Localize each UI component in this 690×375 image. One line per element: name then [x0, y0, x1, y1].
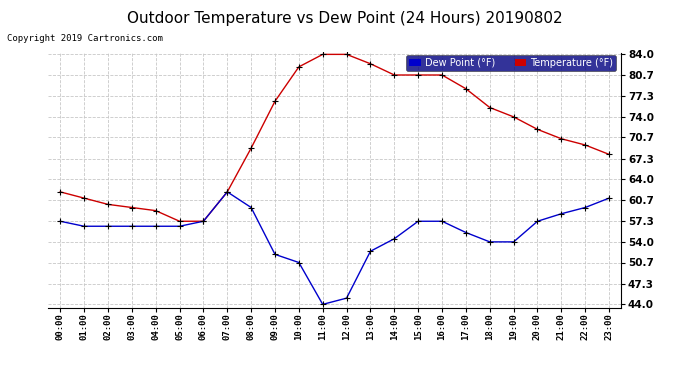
Text: Outdoor Temperature vs Dew Point (24 Hours) 20190802: Outdoor Temperature vs Dew Point (24 Hou…	[127, 11, 563, 26]
Legend: Dew Point (°F), Temperature (°F): Dew Point (°F), Temperature (°F)	[406, 55, 616, 70]
Text: Copyright 2019 Cartronics.com: Copyright 2019 Cartronics.com	[7, 34, 163, 43]
